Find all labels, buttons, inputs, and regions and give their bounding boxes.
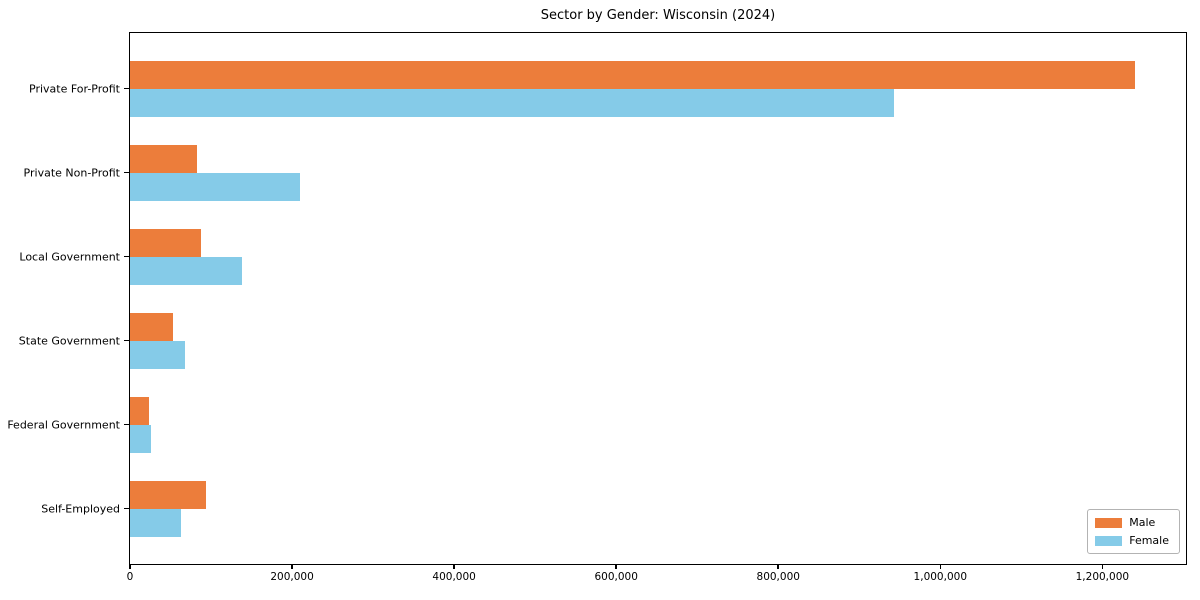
chart-title: Sector by Gender: Wisconsin (2024) bbox=[540, 8, 776, 23]
bar-female bbox=[130, 508, 182, 537]
bar-female bbox=[130, 88, 895, 117]
legend-entry-male: Male bbox=[1095, 516, 1169, 529]
x-tick-label: 200,000 bbox=[270, 571, 314, 583]
x-tick bbox=[1101, 564, 1104, 569]
legend-swatch-female bbox=[1095, 535, 1123, 546]
bar-female bbox=[130, 424, 152, 453]
legend-label-male: Male bbox=[1129, 516, 1156, 529]
plot-area: Male Female Private For-Profit Private No… bbox=[7, 32, 1187, 583]
y-tick bbox=[123, 507, 129, 510]
x-tick bbox=[453, 564, 455, 569]
y-tick-label: Local Government bbox=[19, 250, 120, 263]
bar-female bbox=[130, 172, 301, 201]
x-tick-label: 0 bbox=[126, 571, 134, 583]
legend-label-female: Female bbox=[1129, 534, 1169, 547]
y-tick bbox=[123, 423, 129, 426]
legend: Male Female bbox=[1087, 509, 1180, 554]
x-tick-label: 1,000,000 bbox=[913, 571, 968, 583]
bar-male bbox=[130, 144, 198, 173]
y-tick-label: Federal Government bbox=[7, 418, 120, 431]
x-tick bbox=[777, 564, 779, 569]
x-tick bbox=[291, 564, 293, 569]
x-tick-label: 400,000 bbox=[432, 571, 476, 583]
y-tick bbox=[123, 339, 129, 342]
y-tick-label: Private Non-Profit bbox=[23, 166, 120, 179]
y-tick-label: Private For-Profit bbox=[29, 82, 120, 95]
bar-male bbox=[130, 312, 173, 341]
x-tick-label: 600,000 bbox=[594, 571, 638, 583]
x-tick bbox=[615, 564, 617, 569]
y-tick-label: Self-Employed bbox=[41, 502, 120, 515]
x-tick bbox=[129, 564, 131, 569]
bar-male bbox=[130, 60, 1135, 89]
y-tick bbox=[123, 87, 129, 90]
legend-entry-female: Female bbox=[1095, 534, 1169, 547]
legend-swatch-male bbox=[1095, 517, 1123, 528]
bar-female bbox=[130, 256, 242, 285]
y-tick bbox=[123, 255, 129, 258]
bar-female bbox=[130, 340, 186, 369]
y-tick bbox=[123, 171, 129, 174]
bar-male bbox=[130, 396, 149, 425]
x-tick-label: 1,200,000 bbox=[1075, 571, 1130, 583]
x-tick-label: 800,000 bbox=[756, 571, 800, 583]
y-tick-label: State Government bbox=[18, 334, 120, 347]
bar-male bbox=[130, 480, 207, 509]
bar-male bbox=[130, 228, 202, 257]
x-tick bbox=[939, 564, 942, 569]
